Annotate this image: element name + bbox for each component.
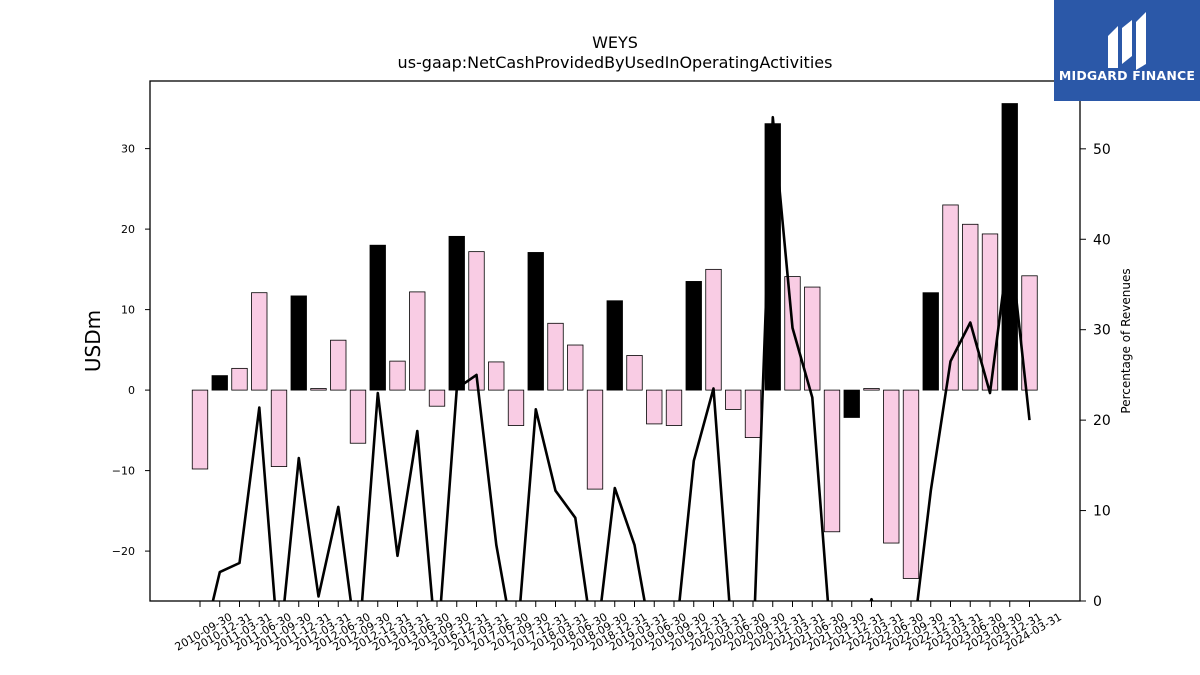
y-tick-label: −20 — [112, 545, 135, 558]
bar — [270, 389, 288, 467]
chart-subtitle: us-gaap:NetCashProvidedByUsedInOperating… — [398, 53, 833, 72]
bar — [883, 389, 900, 544]
bar — [290, 295, 307, 391]
bar — [310, 388, 327, 391]
bar — [705, 268, 722, 391]
bar — [606, 300, 623, 391]
midgard-logo-icon — [1108, 12, 1146, 70]
bar — [211, 375, 228, 391]
bar — [488, 361, 505, 391]
bar — [843, 389, 860, 418]
y2-tick-label: 30 — [1093, 323, 1111, 339]
bar — [507, 389, 525, 426]
y-tick-label: −10 — [112, 465, 135, 478]
bar — [191, 389, 209, 470]
bar — [962, 223, 979, 391]
percentage-line — [211, 115, 1031, 601]
bars — [191, 103, 1038, 579]
logo-text: MIDGARD FINANCE — [1058, 68, 1196, 83]
bar — [448, 235, 465, 391]
bar — [330, 339, 347, 391]
bar — [586, 389, 604, 490]
bar — [725, 389, 742, 410]
axes: −20−100102030010203040502010-09-302010-1… — [112, 80, 1111, 654]
bar — [744, 389, 762, 438]
bar — [804, 286, 821, 391]
y-axis-label: USDm — [81, 310, 105, 372]
bar — [231, 367, 248, 391]
bar — [369, 244, 386, 391]
bar — [547, 322, 564, 391]
bar — [251, 292, 268, 391]
y-tick-label: 20 — [121, 223, 135, 236]
line-series — [211, 115, 1031, 601]
y2-axis-label: Percentage of Revenues — [1119, 268, 1133, 413]
bar — [349, 389, 367, 444]
bar — [685, 281, 702, 391]
midgard-finance-logo: MIDGARD FINANCE — [1054, 0, 1200, 101]
bar — [527, 252, 544, 391]
bar — [1021, 275, 1038, 391]
y-tick-label: 30 — [121, 143, 135, 156]
bar — [942, 204, 959, 391]
y-tick-label: 10 — [121, 304, 135, 317]
bar — [389, 360, 406, 391]
bar — [823, 389, 841, 533]
bar — [428, 389, 446, 407]
chart-title: WEYS — [592, 33, 638, 52]
y2-tick-label: 40 — [1093, 232, 1111, 248]
bar — [567, 344, 584, 391]
bar — [665, 389, 683, 426]
bar — [981, 233, 999, 391]
bar — [784, 276, 801, 391]
bar — [626, 355, 643, 391]
bar — [409, 291, 426, 391]
bar — [468, 251, 485, 391]
y2-tick-label: 50 — [1093, 142, 1111, 158]
bar — [863, 388, 880, 391]
y2-tick-label: 20 — [1093, 413, 1111, 429]
bar — [922, 292, 939, 391]
y-tick-label: 0 — [128, 384, 135, 397]
y2-tick-label: 0 — [1093, 594, 1102, 610]
y2-tick-label: 10 — [1093, 504, 1111, 520]
bar — [646, 389, 663, 425]
bar — [902, 389, 920, 579]
